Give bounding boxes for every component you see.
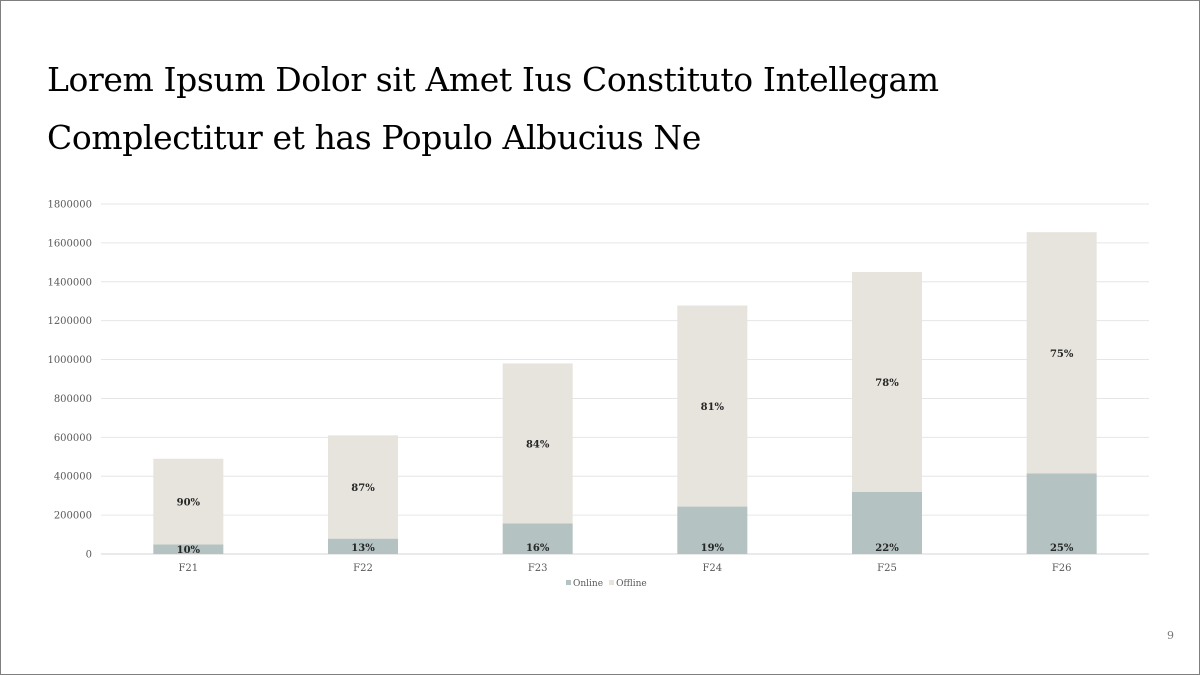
data-label: 78% (875, 378, 899, 389)
data-label: 16% (526, 543, 550, 554)
x-axis-ticks: F21 F22 F23 F24 F25 F26 (178, 563, 1071, 574)
bar-offline (1026, 232, 1097, 474)
legend-label: Offline (616, 579, 647, 589)
bar-online (328, 538, 398, 554)
x-tick-label: F24 (702, 563, 722, 574)
x-tick-label: F21 (178, 563, 198, 574)
y-tick-label: 1200000 (47, 316, 92, 327)
x-tick-label: F25 (877, 563, 897, 574)
x-tick-label: F23 (528, 563, 548, 574)
data-labels: 10% 90% 13% 87% 16% 84% 19% 81% 22% 78% 25% 75% (177, 349, 1074, 556)
bar-offline (153, 458, 224, 545)
legend-swatch-online (566, 580, 571, 585)
slide-title: Lorem Ipsum Dolor sit Amet Ius Constitut… (47, 51, 1047, 167)
bar-online (1026, 473, 1097, 554)
data-label: 25% (1050, 543, 1074, 554)
bar-offline (852, 272, 922, 492)
bar-online (677, 506, 748, 554)
data-label: 84% (526, 439, 550, 450)
x-tick-label: F26 (1052, 563, 1072, 574)
y-tick-label: 1400000 (47, 277, 92, 288)
data-label: 81% (701, 402, 725, 413)
title-line-1: Lorem Ipsum Dolor sit Amet Ius Constitut… (47, 60, 939, 99)
data-label: 87% (351, 483, 375, 494)
data-label: 13% (351, 543, 375, 554)
bars (153, 232, 1097, 554)
bar-online (153, 544, 224, 554)
y-tick-label: 600000 (54, 433, 92, 444)
y-tick-label: 1800000 (47, 200, 92, 211)
y-axis-ticks: 0 200000 400000 600000 800000 1000000 1200000 1… (47, 200, 92, 561)
y-tick-label: 200000 (54, 511, 92, 522)
y-tick-label: 800000 (54, 394, 92, 405)
legend-swatch-offline (609, 580, 615, 585)
bar-online (852, 491, 922, 554)
data-label: 10% (177, 545, 201, 556)
bar-offline (502, 363, 573, 524)
y-tick-label: 400000 (54, 472, 92, 483)
bar-online (502, 523, 573, 554)
data-label: 22% (875, 543, 899, 554)
bar-offline (328, 435, 398, 539)
bar-offline (677, 305, 748, 507)
y-tick-label: 1600000 (47, 238, 92, 249)
x-tick-label: F22 (353, 563, 373, 574)
legend: Online Offline (566, 579, 647, 589)
data-label: 75% (1050, 349, 1074, 360)
y-tick-label: 1000000 (47, 355, 92, 366)
y-tick-label: 0 (86, 550, 92, 561)
title-line-2: Complectitur et has Populo Albucius Ne (47, 118, 702, 157)
data-label: 90% (177, 498, 201, 509)
legend-label: Online (573, 579, 603, 589)
data-label: 19% (701, 543, 725, 554)
gridlines (101, 203, 1149, 555)
page-number: 9 (1167, 629, 1174, 642)
